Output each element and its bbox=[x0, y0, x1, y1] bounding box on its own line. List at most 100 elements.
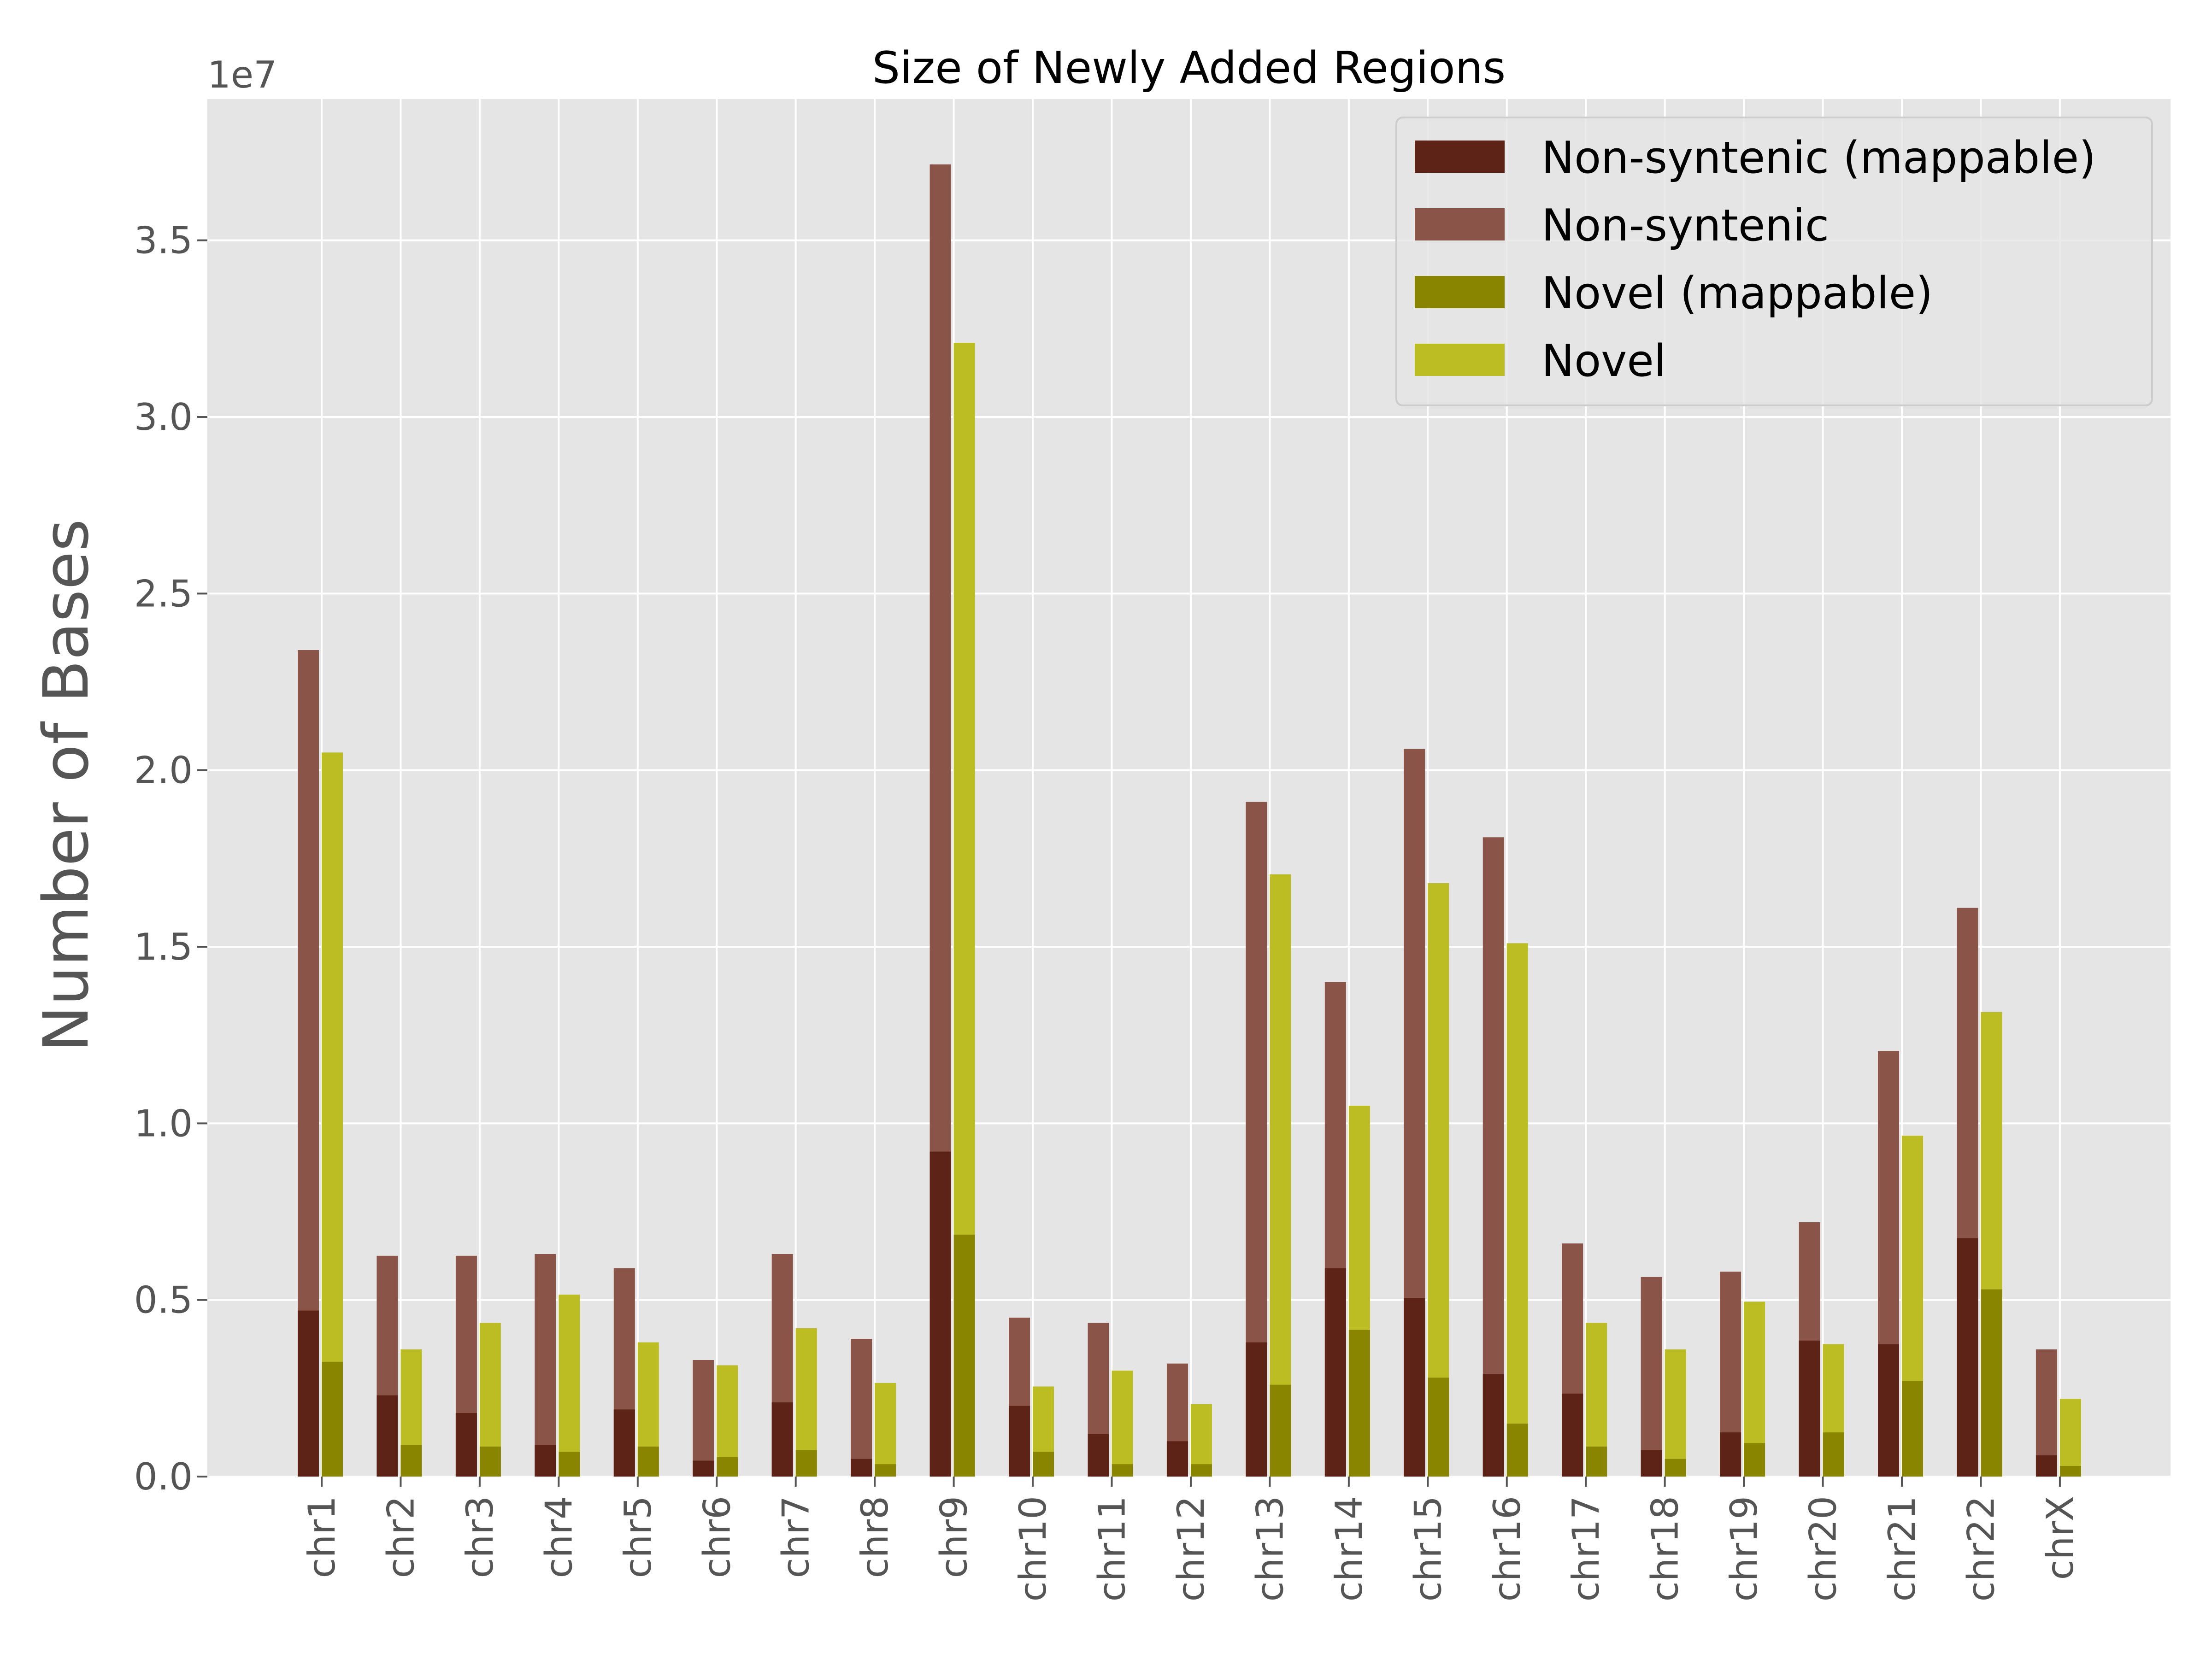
bar-chr3-novel-mappable bbox=[479, 1446, 501, 1477]
legend-label: Non-syntenic (mappable) bbox=[1541, 133, 2096, 183]
y-tick-label: 2.5 bbox=[134, 572, 193, 615]
legend-swatch bbox=[1415, 276, 1505, 308]
bar-chrX-non-syntenic-mappable bbox=[2036, 1455, 2057, 1477]
bar-chr10-non-syntenic-mappable bbox=[1009, 1406, 1030, 1477]
bar-chr15-novel-mappable bbox=[1428, 1378, 1449, 1477]
legend: Non-syntenic (mappable) Non-syntenic Novel… bbox=[1395, 117, 2153, 406]
bar-chr16-novel-mappable bbox=[1506, 1424, 1528, 1477]
x-tick-label: chr14 bbox=[1328, 1496, 1371, 1601]
x-tick-label: chr2 bbox=[379, 1496, 422, 1578]
legend-label: Non-syntenic bbox=[1541, 200, 1829, 251]
x-tick-label: chr22 bbox=[1959, 1496, 2002, 1601]
bar-chr8-novel bbox=[875, 1383, 896, 1477]
legend-swatch bbox=[1415, 344, 1505, 376]
legend-label: Novel (mappable) bbox=[1541, 268, 1933, 319]
bar-chr1-novel bbox=[322, 752, 343, 1477]
x-tick-label: chr6 bbox=[695, 1496, 738, 1578]
bar-chr6-non-syntenic bbox=[693, 1360, 714, 1477]
x-tick-label: chr11 bbox=[1091, 1496, 1134, 1601]
x-tick-label: chrX bbox=[2039, 1496, 2082, 1580]
bar-chr14-novel-mappable bbox=[1348, 1330, 1370, 1477]
bar-chr18-non-syntenic-mappable bbox=[1641, 1450, 1662, 1477]
bar-chr12-novel-mappable bbox=[1190, 1464, 1212, 1477]
bar-chr17-non-syntenic-mappable bbox=[1562, 1393, 1583, 1477]
bar-chr2-novel-mappable bbox=[400, 1445, 422, 1477]
bar-chr14-non-syntenic-mappable bbox=[1324, 1268, 1346, 1477]
y-tick-label: 2.0 bbox=[134, 749, 193, 792]
legend-swatch bbox=[1415, 141, 1505, 173]
y-tick-label: 1.5 bbox=[134, 926, 193, 968]
y-tick-label: 0.5 bbox=[134, 1279, 193, 1322]
bar-chr9-non-syntenic-mappable bbox=[930, 1151, 951, 1477]
bar-chr15-non-syntenic-mappable bbox=[1404, 1298, 1425, 1477]
bar-chr18-non-syntenic bbox=[1641, 1277, 1662, 1477]
bar-chr2-non-syntenic-mappable bbox=[377, 1395, 398, 1477]
x-tick-label: chr19 bbox=[1723, 1496, 1765, 1601]
bar-chr3-non-syntenic-mappable bbox=[455, 1413, 477, 1477]
y-tick-label: 0.0 bbox=[134, 1455, 193, 1498]
bar-chr1-non-syntenic-mappable bbox=[298, 1310, 319, 1477]
bar-chr11-non-syntenic-mappable bbox=[1088, 1434, 1109, 1477]
bar-chr4-novel bbox=[559, 1295, 580, 1477]
bar-chr6-non-syntenic-mappable bbox=[693, 1460, 714, 1477]
bar-chr1-novel-mappable bbox=[322, 1361, 343, 1477]
bar-chr4-non-syntenic-mappable bbox=[535, 1445, 556, 1477]
bar-chr11-novel-mappable bbox=[1112, 1464, 1133, 1477]
x-tick-label: chr7 bbox=[775, 1496, 818, 1578]
bar-chr17-novel-mappable bbox=[1586, 1446, 1607, 1477]
bar-chr10-novel-mappable bbox=[1033, 1452, 1054, 1477]
x-tick-label: chr4 bbox=[537, 1496, 580, 1578]
bar-chr19-non-syntenic-mappable bbox=[1720, 1432, 1741, 1477]
y-tick-label: 1.0 bbox=[134, 1102, 193, 1145]
bar-chr11-novel bbox=[1112, 1371, 1133, 1477]
bar-chr20-non-syntenic-mappable bbox=[1799, 1340, 1820, 1477]
x-tick-label: chr10 bbox=[1012, 1496, 1054, 1601]
y-axis-offset-label: 1e7 bbox=[207, 53, 277, 96]
x-tick-label: chr5 bbox=[617, 1496, 659, 1578]
x-tick-label: chr15 bbox=[1406, 1496, 1449, 1601]
bar-chr21-novel-mappable bbox=[1902, 1381, 1923, 1477]
bar-chr12-non-syntenic-mappable bbox=[1166, 1441, 1188, 1477]
bar-chr22-novel-mappable bbox=[1981, 1289, 2002, 1477]
bar-chr7-non-syntenic-mappable bbox=[771, 1402, 793, 1477]
bar-chr9-novel-mappable bbox=[953, 1234, 975, 1477]
bar-chr13-novel bbox=[1270, 874, 1291, 1477]
bar-chr16-non-syntenic bbox=[1483, 837, 1504, 1477]
bar-chr6-novel-mappable bbox=[717, 1457, 738, 1477]
bar-chrX-novel-mappable bbox=[2059, 1466, 2081, 1477]
chart-title: Size of Newly Added Regions bbox=[872, 43, 1506, 94]
x-tick-label: chr16 bbox=[1486, 1496, 1529, 1601]
bar-chr8-non-syntenic-mappable bbox=[851, 1459, 872, 1477]
x-tick-label: chr20 bbox=[1802, 1496, 1845, 1601]
x-tick-label: chr1 bbox=[300, 1496, 343, 1578]
x-tick-label: chr13 bbox=[1248, 1496, 1291, 1601]
bar-chr13-non-syntenic-mappable bbox=[1246, 1342, 1267, 1477]
x-tick-label: chr12 bbox=[1170, 1496, 1212, 1601]
bar-chr16-non-syntenic-mappable bbox=[1483, 1374, 1504, 1477]
x-tick-label: chr8 bbox=[853, 1496, 896, 1578]
x-tick-label: chr18 bbox=[1644, 1496, 1687, 1601]
bar-chr21-non-syntenic-mappable bbox=[1878, 1344, 1899, 1477]
bar-chr4-non-syntenic bbox=[535, 1254, 556, 1477]
bar-chr18-novel-mappable bbox=[1665, 1459, 1686, 1477]
y-axis-ticks: 0.0 0.5 1.0 1.5 2.0 2.5 3.0 3.5 bbox=[134, 219, 207, 1498]
x-tick-label: chr21 bbox=[1881, 1496, 1924, 1601]
y-axis-label: Number of Bases bbox=[30, 519, 102, 1052]
bar-chr4-novel-mappable bbox=[559, 1452, 580, 1477]
bar-chr13-novel-mappable bbox=[1270, 1384, 1291, 1477]
legend-frame bbox=[1395, 117, 2153, 406]
bar-chr8-non-syntenic bbox=[851, 1339, 872, 1477]
bar-chr19-novel-mappable bbox=[1744, 1443, 1765, 1477]
y-tick-label: 3.0 bbox=[134, 396, 193, 439]
bar-chr8-novel-mappable bbox=[875, 1464, 896, 1477]
x-tick-label: chr17 bbox=[1565, 1496, 1607, 1601]
bar-chr5-non-syntenic-mappable bbox=[613, 1409, 635, 1477]
bar-chr5-novel-mappable bbox=[637, 1446, 659, 1477]
bar-chr20-novel-mappable bbox=[1823, 1432, 1844, 1477]
bar-chrX-novel bbox=[2059, 1399, 2081, 1477]
x-axis-ticks: chr1 chr2 chr3 chr4 chr5 chr6 chr7 chr8 chr9 chr1… bbox=[300, 1477, 2082, 1601]
bars bbox=[298, 164, 2081, 1477]
bar-chr18-novel bbox=[1665, 1349, 1686, 1477]
y-tick-label: 3.5 bbox=[134, 219, 193, 262]
